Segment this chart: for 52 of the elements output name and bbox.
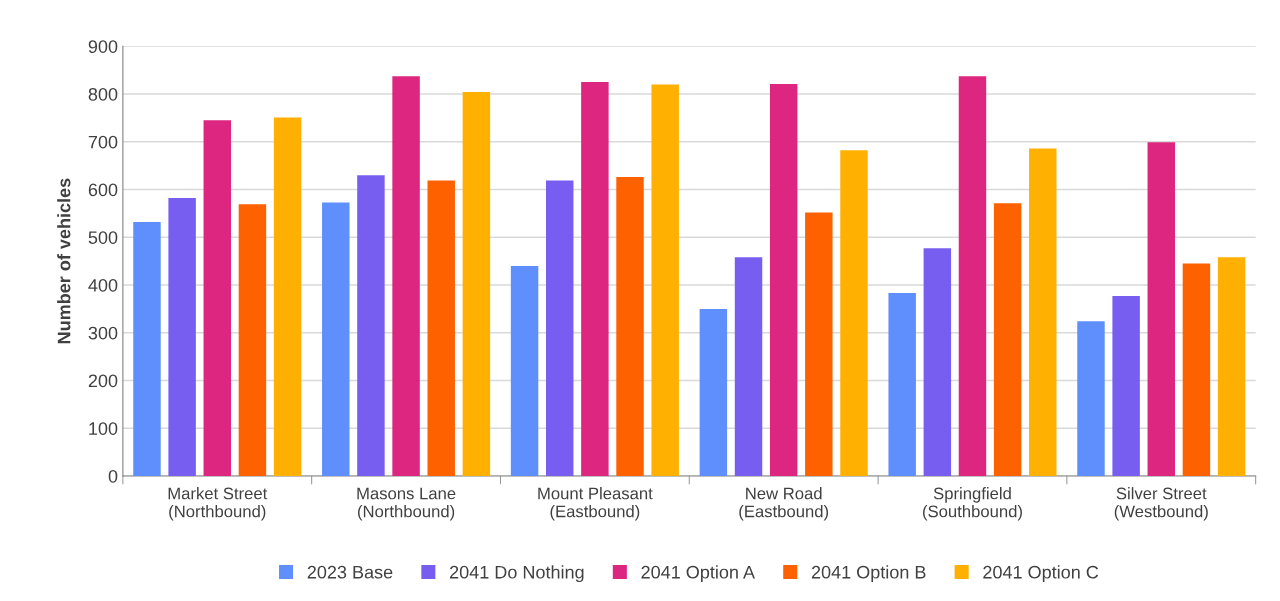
bar: [1182, 263, 1211, 476]
bar: [133, 221, 161, 476]
bar: [238, 204, 267, 476]
x-tick-label: Market Street (Northbound): [168, 487, 268, 521]
bar: [699, 308, 728, 476]
bar: [357, 175, 385, 476]
bar: [651, 84, 679, 476]
bar: [1029, 148, 1057, 476]
bar: [769, 84, 798, 476]
legend-label: 2041 Do Nothing: [450, 565, 584, 583]
legend-label: 2041 Option C: [983, 565, 1099, 583]
x-tick-label: Silver Street (Westbound): [1114, 487, 1208, 521]
legend-label: 2041 Option A: [641, 565, 755, 583]
bar: [1112, 295, 1140, 476]
bar: [1077, 321, 1105, 476]
bar: [546, 180, 574, 476]
bar: [1147, 142, 1176, 476]
x-tick-label: Springfield (Southbound): [923, 487, 1022, 521]
bar: [168, 198, 196, 476]
y-tick-label: 500: [88, 231, 118, 244]
bar: [734, 257, 763, 476]
y-tick-label: 200: [88, 374, 118, 388]
y-tick-label: 700: [88, 135, 118, 149]
bar: [510, 265, 539, 476]
bar: [923, 248, 952, 476]
y-tick-label: 800: [88, 87, 118, 101]
y-tick-label: 300: [88, 326, 118, 340]
y-tick-label: 0: [108, 469, 118, 483]
bar: [581, 82, 609, 476]
bar: [888, 293, 916, 476]
y-tick-label: 100: [89, 422, 118, 435]
x-tick-label: New Road (Eastbound): [739, 487, 829, 521]
bar: [273, 117, 302, 476]
bar: [840, 150, 868, 476]
y-tick-label: 900: [88, 40, 118, 53]
bar: [616, 177, 644, 476]
bar: [392, 76, 420, 476]
bar: [322, 202, 350, 476]
bar: [993, 203, 1022, 476]
legend-label: 2023 Base: [307, 565, 393, 579]
bar: [958, 76, 987, 476]
x-tick-label: Masons Lane (Northbound): [357, 487, 456, 521]
x-tick-label: Mount Pleasant (Eastbound): [538, 487, 653, 521]
bar: [427, 180, 455, 476]
bar: [805, 212, 833, 476]
y-tick-label: 400: [88, 278, 118, 292]
y-axis-title: Number of vehicles: [57, 178, 71, 344]
bar: [1217, 257, 1246, 476]
legend-label: 2041 Option B: [811, 565, 926, 583]
bar: [203, 120, 232, 476]
y-tick-label: 600: [88, 183, 118, 197]
bar: [462, 92, 491, 476]
